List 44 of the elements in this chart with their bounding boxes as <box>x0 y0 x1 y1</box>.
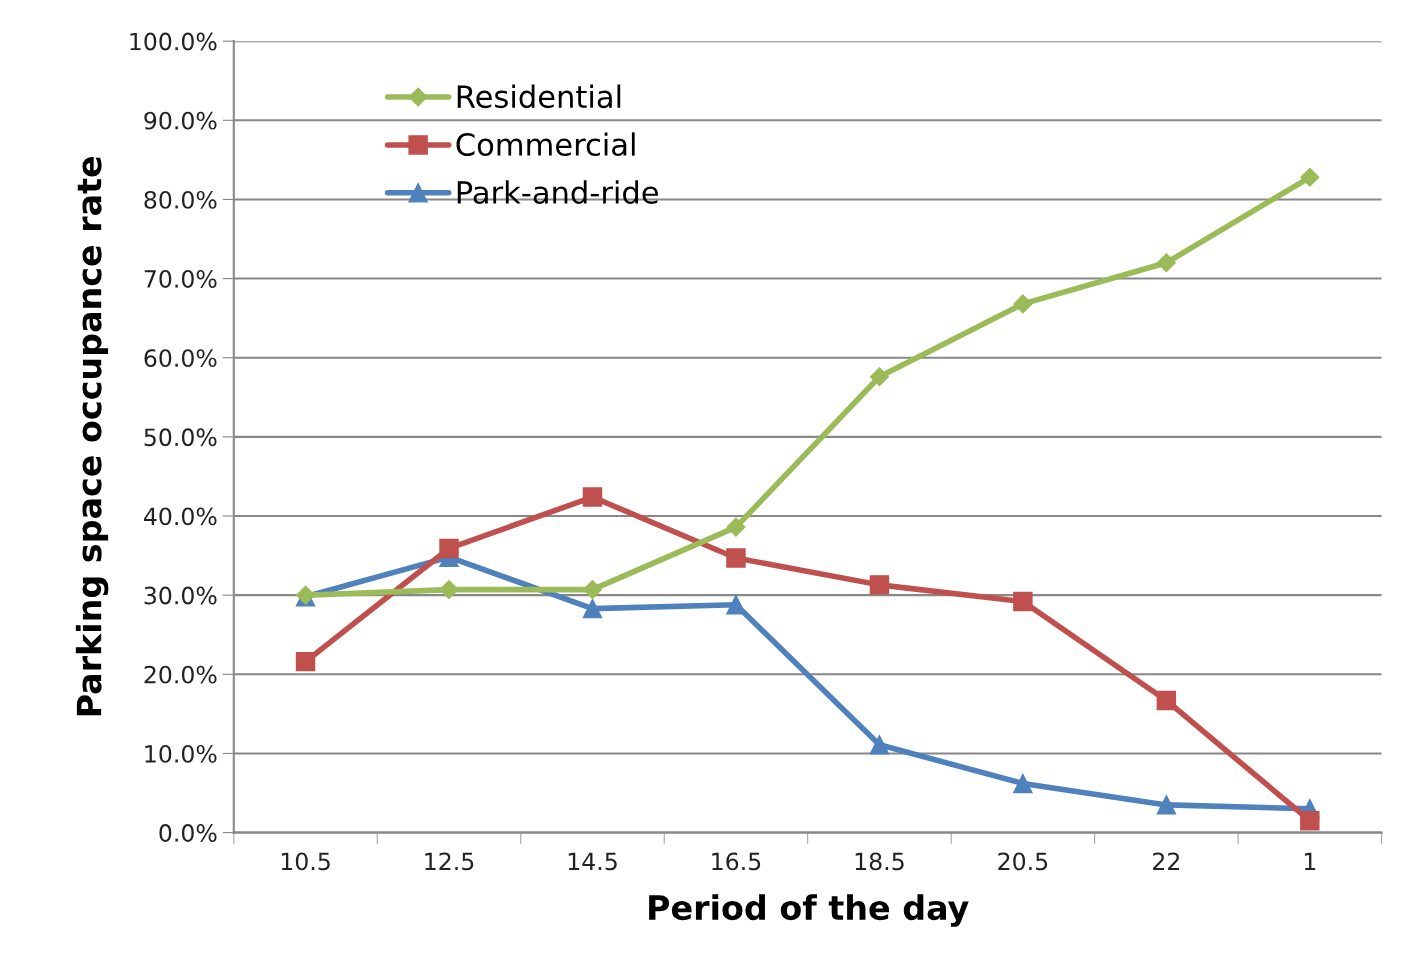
y-axis-title: Parking space occupance rate <box>75 156 109 716</box>
y-tick-label: 60.0% <box>144 349 217 368</box>
point <box>869 735 890 755</box>
point <box>1013 294 1033 314</box>
point <box>439 580 459 600</box>
point <box>869 367 889 387</box>
point <box>1013 773 1033 794</box>
x-axis-title: Period of the day <box>649 894 969 927</box>
x-tick-label: 10.5 <box>281 852 330 871</box>
point <box>1300 810 1320 831</box>
legend-label: Residential <box>457 84 621 109</box>
y-tick-label: 10.0% <box>145 744 217 763</box>
x-tick-label: 14.5 <box>568 852 617 871</box>
x-tick-label: 20.5 <box>998 852 1048 871</box>
point <box>582 598 603 619</box>
point <box>726 594 746 615</box>
point <box>1300 167 1320 187</box>
point <box>1156 795 1177 815</box>
point <box>726 517 746 537</box>
legend-label: Commercial <box>456 132 635 157</box>
point <box>295 651 316 672</box>
y-tick-label: 30.0% <box>144 586 217 605</box>
x-tick-label: 12.5 <box>425 852 474 871</box>
y-tick-label: 100.0% <box>130 32 217 51</box>
point <box>1156 253 1176 273</box>
y-tick-label: 70.0% <box>144 270 217 288</box>
point <box>1013 591 1033 612</box>
legend-label: Park-and-ride <box>457 180 658 204</box>
y-tick-label: 90.0% <box>144 111 217 130</box>
point <box>1156 690 1177 711</box>
y-tick-label: 40.0% <box>143 507 217 526</box>
point <box>582 487 603 507</box>
x-tick-label: 22 <box>1153 852 1180 870</box>
x-tick-label: 16.5 <box>712 852 761 871</box>
x-tick-label: 1 <box>1304 852 1316 870</box>
x-tick-label: 18.5 <box>855 852 904 871</box>
point <box>439 538 459 559</box>
point <box>582 580 603 600</box>
point <box>869 575 890 595</box>
y-tick-label: 80.0% <box>144 190 217 209</box>
point <box>726 548 746 568</box>
y-tick-label: 50.0% <box>144 428 217 447</box>
y-tick-label: 20.0% <box>144 665 217 684</box>
y-tick-label: 0.0% <box>159 824 217 842</box>
